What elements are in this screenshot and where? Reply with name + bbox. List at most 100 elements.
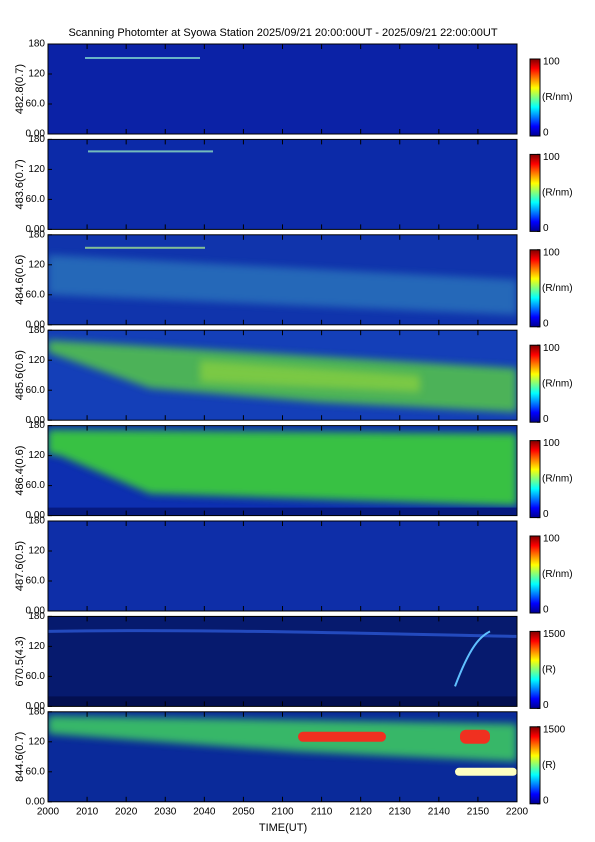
colorbar-label: (R): [542, 760, 556, 771]
y-tick-label: 60.0: [26, 194, 46, 205]
colorbar-tick-label: 0: [543, 128, 549, 139]
keogram-feature: [200, 360, 420, 393]
y-tick-label: 60.0: [26, 289, 46, 300]
colorbar: [529, 630, 541, 709]
y-axis-label: 486.4(0.6): [14, 446, 26, 496]
y-tick-label: 0.00: [26, 701, 46, 712]
y-tick-label: 180: [28, 134, 45, 145]
x-tick-label: 2010: [76, 806, 99, 817]
colorbar-tick-label: 100: [543, 152, 560, 163]
x-tick-label: 2050: [232, 806, 255, 817]
x-tick-label: 2040: [193, 806, 216, 817]
y-tick-label: 180: [28, 706, 45, 717]
x-tick-label: 2140: [428, 806, 451, 817]
panel: 0.00 60.0 120 180 483.6(0.7) 0 100 (R/nm): [14, 134, 573, 235]
keogram-art: [48, 246, 517, 315]
colorbar-label: (R): [542, 665, 556, 676]
x-tick-label: 2200: [506, 806, 529, 817]
keogram-art: [48, 340, 517, 413]
colorbar-tick-label: 100: [543, 343, 560, 354]
y-axis-label: 670.5(4.3): [14, 636, 26, 686]
y-tick-label: 0.00: [26, 606, 46, 617]
colorbar: [529, 535, 541, 614]
y-tick-label: 180: [28, 229, 45, 240]
keogram-feature: [460, 729, 490, 744]
x-axis-label: TIME(UT): [259, 822, 307, 834]
keogram-art: [85, 57, 200, 59]
colorbar-tick-label: 0: [543, 795, 549, 806]
y-tick-label: 0.00: [26, 796, 46, 807]
keogram-feature: [298, 731, 386, 742]
y-axis-label: 485.6(0.6): [14, 350, 26, 400]
y-tick-label: 0.00: [26, 224, 46, 235]
x-tick-label: 2130: [389, 806, 412, 817]
x-tick-label: 2100: [271, 806, 294, 817]
colorbar-tick-label: 100: [543, 438, 560, 449]
panel: 0.00 60.0 120 180 844.6(0.7) 0 1500 (R): [14, 706, 566, 807]
colorbar-tick-label: 1500: [543, 629, 566, 640]
y-tick-label: 180: [28, 516, 45, 527]
y-tick-label: 120: [28, 259, 45, 270]
x-tick-label: 2020: [115, 806, 138, 817]
keogram-art: [48, 715, 517, 776]
keogram-feature: [85, 246, 205, 249]
panel: 0.00 60.0 120 180 484.6(0.6) 0 100 (R/nm): [14, 229, 573, 330]
y-tick-label: 60.0: [26, 385, 46, 396]
colorbar-tick-label: 0: [543, 318, 549, 329]
panel: 0.00 60.0 120 180 487.6(0.5) 0 100 (R/nm): [14, 516, 573, 617]
x-tick-label: 2150: [467, 806, 490, 817]
colorbar: [529, 440, 541, 519]
y-tick-label: 60.0: [26, 766, 46, 777]
colorbar-tick-label: 1500: [543, 724, 566, 735]
y-axis-label: 482.8(0.7): [14, 64, 26, 114]
y-tick-label: 180: [28, 611, 45, 622]
panel: 0.00 60.0 120 180 486.4(0.6) 0 100 (R/nm): [14, 420, 573, 521]
y-tick-label: 180: [28, 39, 45, 50]
y-tick-label: 0.00: [26, 510, 46, 521]
y-tick-label: 120: [28, 164, 45, 175]
y-axis-label: 844.6(0.7): [14, 732, 26, 782]
colorbar-label: (R/nm): [542, 283, 573, 294]
colorbar-label: (R/nm): [542, 474, 573, 485]
x-tick-label: 2110: [311, 806, 333, 817]
y-tick-label: 180: [28, 420, 45, 431]
colorbar-tick-label: 0: [543, 223, 549, 234]
colorbar-tick-label: 0: [543, 700, 549, 711]
colorbar-label: (R/nm): [542, 92, 573, 103]
y-tick-label: 120: [28, 641, 45, 652]
keogram-feature: [48, 254, 517, 315]
y-tick-label: 60.0: [26, 480, 46, 491]
y-tick-label: 120: [28, 355, 45, 366]
keogram-feature: [455, 767, 517, 776]
y-tick-label: 0.00: [26, 129, 46, 140]
colorbar-label: (R/nm): [542, 378, 573, 389]
keogram-art: [88, 150, 213, 153]
y-tick-label: 0.00: [26, 319, 46, 330]
colorbar: [529, 153, 541, 232]
y-tick-label: 60.0: [26, 576, 46, 587]
y-axis-label: 483.6(0.7): [14, 159, 26, 209]
colorbar: [529, 344, 541, 423]
colorbar: [529, 726, 541, 805]
y-tick-label: 120: [28, 450, 45, 461]
colorbar-tick-label: 0: [543, 605, 549, 616]
keogram-feature: [88, 150, 213, 153]
x-tick-label: 2000: [37, 806, 60, 817]
keogram-image: [48, 139, 517, 230]
colorbar-tick-label: 100: [543, 534, 560, 545]
keogram-feature: [48, 429, 517, 506]
x-tick-label: 2120: [350, 806, 373, 817]
y-tick-label: 120: [28, 69, 45, 80]
panel: 0.00 60.0 120 180 482.8(0.7) 0 100 (R/nm): [14, 39, 573, 140]
colorbar: [529, 249, 541, 328]
colorbar: [529, 58, 541, 137]
y-axis-label: 484.6(0.6): [14, 255, 26, 305]
keogram-feature: [85, 57, 200, 59]
colorbar-label: (R/nm): [542, 188, 573, 199]
y-tick-label: 60.0: [26, 99, 46, 110]
colorbar-tick-label: 100: [543, 247, 560, 258]
colorbar-tick-label: 100: [543, 57, 560, 68]
y-axis-label: 487.6(0.5): [14, 541, 26, 591]
